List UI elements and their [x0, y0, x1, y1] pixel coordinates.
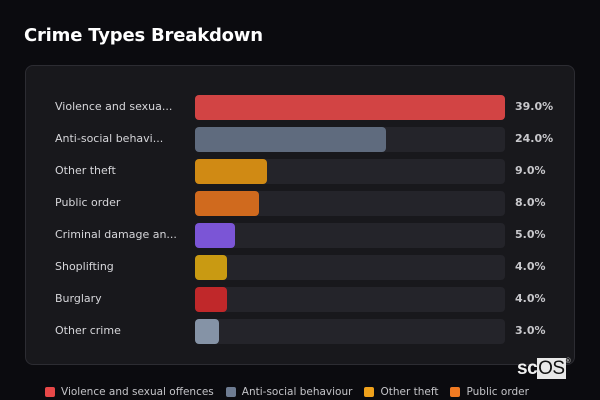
bar-fill[interactable] — [195, 287, 227, 312]
scos-logo: scOS® — [517, 358, 571, 380]
legend-label: Other theft — [380, 386, 439, 398]
legend-swatch-icon — [450, 387, 461, 397]
bar-value: 24.0% — [515, 132, 554, 145]
bar-fill[interactable] — [195, 127, 386, 152]
legend-item[interactable]: Anti-social behaviour — [225, 386, 353, 398]
bar-track — [195, 191, 505, 216]
bar-label: Burglary — [55, 292, 102, 305]
bar-row: Other theft 9.0% — [26, 159, 574, 185]
bar-value: 39.0% — [515, 100, 554, 113]
bar-label: Public order — [55, 196, 121, 209]
bar-track — [195, 255, 505, 280]
bar-value: 4.0% — [515, 292, 546, 305]
bar-value: 4.0% — [515, 260, 546, 273]
bar-label: Shoplifting — [55, 260, 114, 273]
bar-row: Shoplifting 4.0% — [26, 255, 574, 281]
bar-label: Anti-social behavi... — [55, 132, 164, 145]
legend-swatch-icon — [364, 387, 375, 397]
bar-track — [195, 127, 505, 152]
bar-fill[interactable] — [195, 95, 505, 120]
legend-swatch-icon — [45, 387, 55, 397]
legend-label: Public order — [466, 386, 529, 398]
bar-label: Criminal damage an... — [55, 228, 177, 241]
legend-item[interactable]: Public order — [450, 386, 529, 398]
legend-item[interactable]: Other theft — [364, 386, 438, 398]
registered-mark: ® — [565, 358, 571, 365]
bar-value: 3.0% — [515, 324, 546, 337]
bar-fill[interactable] — [195, 223, 235, 248]
bar-label: Other theft — [55, 164, 116, 177]
legend-label: Violence and sexual offences — [61, 386, 214, 398]
bar-track — [195, 287, 505, 312]
bar-value: 5.0% — [515, 228, 546, 241]
legend-item[interactable]: Violence and sexual offences — [45, 386, 214, 398]
bar-track — [195, 95, 505, 120]
bar-row: Burglary 4.0% — [26, 287, 574, 313]
bar-track — [195, 223, 505, 248]
bar-label: Other crime — [55, 324, 121, 337]
chart-legend: Violence and sexual offences Anti-social … — [45, 386, 529, 398]
page-title: Crime Types Breakdown — [24, 25, 263, 46]
legend-label: Anti-social behaviour — [241, 386, 353, 398]
logo-prefix: sc — [517, 358, 538, 379]
bar-label: Violence and sexua... — [55, 100, 173, 113]
bar-fill[interactable] — [195, 191, 259, 216]
bar-track — [195, 319, 505, 344]
bar-row: Anti-social behavi... 24.0% — [26, 127, 574, 153]
bar-row: Public order 8.0% — [26, 191, 574, 217]
bar-value: 9.0% — [515, 164, 546, 177]
bar-track — [195, 159, 505, 184]
bar-row: Violence and sexua... 39.0% — [26, 95, 574, 121]
chart-card: Violence and sexua... 39.0% Anti-social be… — [25, 65, 575, 365]
logo-highlight: OS — [537, 358, 566, 379]
bar-row: Other crime 3.0% — [26, 319, 574, 345]
bar-fill[interactable] — [195, 255, 227, 280]
bar-fill[interactable] — [195, 319, 219, 344]
bar-row: Criminal damage an... 5.0% — [26, 223, 574, 249]
bar-value: 8.0% — [515, 196, 546, 209]
legend-swatch-icon — [225, 387, 236, 397]
bar-fill[interactable] — [195, 159, 267, 184]
